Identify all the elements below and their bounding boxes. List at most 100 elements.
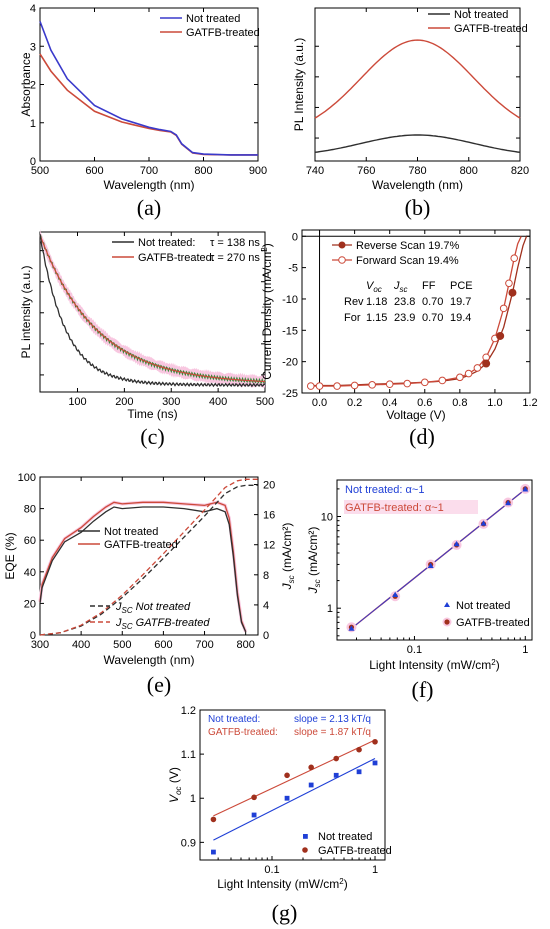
annotation-highlight [344, 500, 478, 514]
plot-frame [39, 231, 266, 393]
table-cell: 23.8 [394, 296, 415, 308]
panel-e: 300 400 500 600 700 800 0 20 40 60 80 100 0 4 8 12 16 20 N… [3, 472, 296, 697]
x-tick-label: 780 [408, 165, 426, 177]
y-tick-label: 10 [321, 511, 333, 523]
gatfb-marker [210, 816, 217, 823]
x-tick-label: 800 [460, 165, 478, 177]
y-tick-label: 1 [327, 603, 333, 615]
x-tick-label: 800 [194, 165, 212, 177]
forward-marker [499, 304, 508, 313]
forward-marker [315, 382, 324, 390]
y-tick-label: 40 [24, 567, 36, 579]
legend-marker [302, 847, 308, 853]
legend-label: Forward Scan 19.4% [356, 255, 459, 267]
series-line-jsc-not-treated [39, 484, 258, 636]
legend-label: Not treated [318, 831, 372, 843]
not-treated-marker [333, 772, 339, 778]
y-tick-label: 0 [30, 630, 36, 642]
forward-marker [306, 382, 315, 390]
legend-marker [444, 619, 450, 625]
x-tick-label: 600 [154, 639, 172, 651]
y-tick-label: 3 [30, 41, 36, 53]
y-tick-label: -20 [282, 357, 298, 369]
series-line-not-treated [314, 134, 521, 153]
y-axis-label: Voc (V) [167, 767, 183, 803]
not-treated-marker [392, 591, 399, 597]
x-tick-label: 0.8 [452, 397, 467, 409]
not-treated-marker [505, 499, 512, 506]
y-tick-label: 80 [24, 504, 36, 516]
y-tick-label: 1 [190, 793, 196, 805]
x-tick-label: 900 [249, 165, 267, 177]
annotation-slope-gatfb: slope = 1.87 kT/q [294, 727, 371, 738]
table-cell: 1.18 [366, 296, 387, 308]
plot-frame [199, 709, 386, 861]
not-treated-marker [427, 562, 434, 568]
table-cell: 19.7 [450, 296, 471, 308]
series-line-not-treated [39, 233, 266, 388]
annotation-not-treated: Not treated: α~1 [345, 484, 424, 496]
legend-label: Not treated [104, 526, 158, 538]
y-tick-label: 100 [18, 472, 36, 484]
panel-b: 740 760 780 800 820 Not treated GATFB-treated W… [292, 7, 529, 220]
table-header: Jsc [393, 280, 408, 294]
table-cell: 19.4 [450, 312, 471, 324]
y-tick-label: 60 [24, 535, 36, 547]
reverse-marker [508, 288, 517, 297]
x-tick-label: 760 [357, 165, 375, 177]
x-tick-label: 400 [209, 396, 227, 408]
legend-marker [444, 602, 450, 607]
table-cell: 0.70 [422, 296, 443, 308]
forward-marker [368, 381, 376, 389]
panel-label: (g) [272, 900, 298, 925]
x-tick-label: 1.0 [487, 397, 502, 409]
legend-marker [303, 834, 308, 839]
y-tick-label: 2 [30, 80, 36, 92]
legend-label: Not treated [186, 13, 240, 25]
fit-line-not-treated [351, 488, 526, 629]
not-treated-marker [284, 795, 290, 801]
x-tick-label: 0.2 [347, 397, 362, 409]
x-tick-label: 700 [195, 639, 213, 651]
y-right-axis-label: Jsc (mA/cm²) [280, 523, 296, 591]
x-tick-label: 200 [115, 396, 133, 408]
y-tick-label: 1.2 [181, 705, 196, 717]
legend-label: GATFB-treated [456, 617, 530, 629]
x-tick-label: 1 [372, 864, 378, 876]
table-header: Voc [366, 280, 382, 294]
x-tick-label: 800 [236, 639, 254, 651]
y-tick-label: -25 [282, 388, 298, 400]
x-tick-label: 0.0 [312, 397, 327, 409]
plot-frame [39, 476, 259, 636]
not-treated-marker [308, 782, 314, 788]
panel-label: (f) [412, 677, 434, 702]
x-axis-label: Voltage (V) [386, 408, 445, 422]
x-axis-label: Wavelength (nm) [104, 653, 195, 667]
legend-marker [338, 241, 346, 249]
y-right-tick-label: 16 [263, 510, 275, 522]
x-tick-label: 700 [140, 165, 158, 177]
not-treated-marker [372, 760, 378, 766]
plot-frame [336, 479, 533, 641]
legend-label: JSC Not treated [115, 601, 191, 615]
legend-label: Reverse Scan 19.7% [356, 240, 460, 252]
forward-marker [403, 379, 412, 388]
panel-a: 500 600 700 800 900 0 1 2 3 4 Not treated GATFB-tre… [19, 3, 267, 220]
legend-label: GATFB-treated [318, 845, 392, 857]
panel-label: (a) [137, 195, 161, 220]
x-tick-label: 740 [306, 165, 324, 177]
forward-marker [505, 279, 513, 288]
forward-marker [333, 382, 341, 390]
y-tick-label: -5 [288, 263, 298, 275]
legend-label: GATFB-treated [186, 27, 260, 39]
legend-label: Not treated [456, 600, 510, 612]
not-treated-marker [480, 520, 487, 526]
table-row-label: For [344, 312, 361, 324]
panel-f: 0.1 1 1 10 Not treated: α~1 GATFB-treated: α~… [306, 479, 533, 702]
forward-marker [510, 254, 519, 263]
legend-label: GATFB-treated [454, 23, 528, 35]
annotation-slope-not-treated: slope = 2.13 kT/q [294, 714, 371, 725]
panel-g: 0.1 1 0.9 1 1.1 1.2 Not treated: slope = 2.13 k… [167, 705, 392, 925]
y-tick-label: 4 [30, 3, 36, 15]
gatfb-marker [308, 764, 314, 771]
